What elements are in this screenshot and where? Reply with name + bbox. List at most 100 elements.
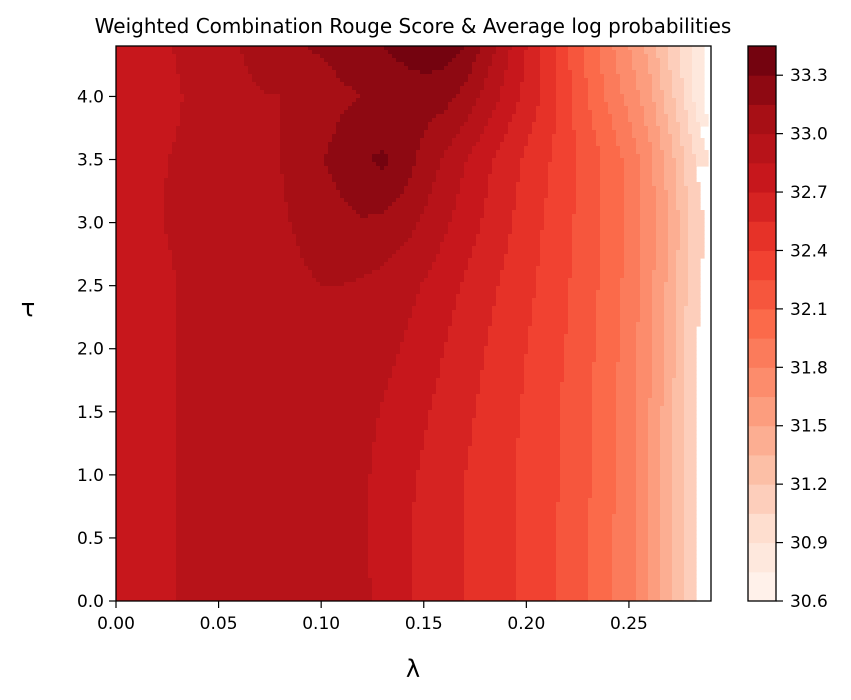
contour-cell	[424, 438, 473, 443]
contour-cell	[540, 238, 573, 243]
contour-cell	[676, 326, 685, 331]
contour-cell	[428, 274, 465, 279]
contour-cell	[648, 494, 661, 499]
contour-cell	[596, 134, 617, 139]
contour-cell	[176, 274, 313, 279]
contour-cell	[524, 58, 541, 63]
contour-cell	[176, 410, 381, 415]
contour-cell	[684, 102, 697, 107]
contour-cell	[668, 50, 681, 55]
contour-cell	[612, 530, 637, 535]
contour-cell	[408, 326, 449, 331]
contour-cell	[640, 298, 653, 303]
contour-cell	[340, 78, 469, 83]
contour-cell	[436, 114, 469, 119]
contour-cell	[624, 254, 641, 259]
contour-cell	[560, 430, 593, 435]
contour-cell	[672, 554, 685, 559]
contour-cell	[492, 170, 521, 175]
contour-cell	[612, 558, 637, 563]
contour-cell	[592, 362, 617, 367]
contour-cell	[684, 450, 697, 455]
contour-cell	[504, 266, 537, 271]
contour-cell	[508, 130, 533, 135]
contour-cell	[340, 114, 437, 119]
contour-cell	[660, 450, 673, 455]
contour-cell	[620, 322, 637, 327]
contour-cell	[116, 454, 177, 459]
contour-cell	[660, 562, 673, 567]
contour-cell	[596, 142, 617, 147]
contour-cell	[676, 342, 685, 347]
contour-cell	[684, 354, 697, 359]
contour-cell	[648, 558, 661, 563]
contour-cell	[636, 506, 649, 511]
colorbar-level	[748, 454, 776, 485]
contour-cell	[620, 290, 641, 295]
contour-cell	[616, 446, 637, 451]
contour-cell	[684, 430, 697, 435]
contour-cell	[312, 270, 373, 275]
contour-cell	[472, 254, 505, 259]
contour-cell	[676, 110, 689, 115]
contour-cell	[560, 474, 593, 479]
contour-cell	[472, 434, 521, 439]
contour-cell	[456, 194, 489, 199]
contour-cell	[624, 270, 641, 275]
contour-cell	[180, 86, 261, 91]
contour-cell	[664, 354, 677, 359]
contour-cell	[676, 282, 689, 287]
contour-cell	[560, 386, 593, 391]
contour-cell	[116, 346, 177, 351]
contour-cell	[576, 206, 601, 211]
contour-cell	[176, 530, 369, 535]
contour-cell	[620, 358, 637, 363]
contour-cell	[496, 106, 517, 111]
contour-cell	[680, 122, 689, 127]
contour-cell	[116, 474, 177, 479]
contour-cell	[664, 394, 673, 399]
contour-cell	[576, 166, 601, 171]
contour-cell	[692, 74, 705, 79]
contour-cell	[516, 190, 549, 195]
contour-cell	[176, 330, 405, 335]
contour-cell	[560, 426, 593, 431]
contour-cell	[116, 434, 177, 439]
contour-cell	[116, 542, 177, 547]
contour-cell	[640, 286, 653, 291]
contour-cell	[604, 98, 625, 103]
contour-cell	[520, 434, 561, 439]
contour-cell	[636, 494, 649, 499]
contour-cell	[684, 418, 697, 423]
contour-cell	[452, 310, 493, 315]
contour-cell	[684, 486, 697, 491]
contour-cell	[328, 150, 381, 155]
contour-cell	[436, 170, 465, 175]
contour-cell	[640, 294, 653, 299]
contour-cell	[668, 242, 681, 247]
contour-cell	[684, 158, 697, 163]
contour-cell	[440, 166, 465, 171]
contour-cell	[656, 122, 669, 127]
contour-cell	[588, 98, 605, 103]
contour-cell	[544, 214, 573, 219]
contour-cell	[300, 250, 397, 255]
contour-cell	[636, 430, 649, 435]
contour-cell	[636, 570, 649, 575]
contour-cell	[400, 350, 445, 355]
y-tick-label: 3.5	[77, 151, 104, 171]
contour-cell	[660, 514, 673, 519]
contour-cell	[380, 166, 385, 171]
contour-cell	[416, 474, 465, 479]
contour-cell	[288, 218, 421, 223]
contour-cell	[664, 306, 677, 311]
contour-cell	[576, 202, 601, 207]
contour-cell	[388, 206, 425, 211]
contour-cell	[436, 254, 473, 259]
contour-cell	[464, 578, 517, 583]
contour-cell	[636, 526, 649, 531]
contour-cell	[672, 582, 685, 587]
contour-cell	[356, 278, 425, 283]
contour-cell	[488, 118, 513, 123]
contour-cell	[684, 574, 697, 579]
